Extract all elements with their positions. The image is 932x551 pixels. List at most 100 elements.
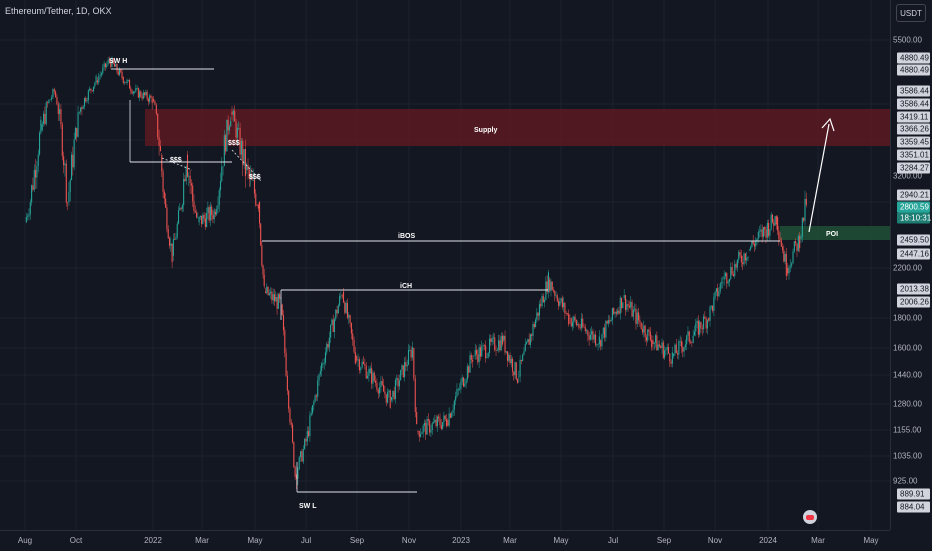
candle-body: [348, 315, 350, 318]
candle-body: [506, 351, 509, 361]
ich-label: iCH: [400, 283, 412, 290]
candle-body: [31, 185, 33, 203]
candle-body: [276, 297, 278, 309]
price-level-label: 3359.45: [897, 136, 930, 148]
candle-body: [313, 401, 315, 406]
candle-body: [518, 376, 520, 378]
candle-body: [317, 380, 319, 397]
price-tick: 2200.00: [893, 263, 922, 273]
candle-body: [582, 318, 584, 327]
candle-body: [39, 132, 41, 155]
candle-body: [677, 353, 679, 355]
candle-body: [223, 135, 225, 167]
candle-body: [291, 424, 294, 443]
candle-body: [664, 350, 666, 358]
candle-body: [104, 63, 107, 68]
candle-body: [261, 245, 263, 266]
candle-body: [380, 381, 382, 388]
candle-body: [323, 362, 325, 364]
candle-body: [131, 91, 133, 94]
candle-body: [102, 67, 104, 74]
liquidity-dash-1: [161, 157, 193, 171]
candle-body: [252, 180, 254, 181]
candle-body: [712, 305, 714, 311]
candle-body: [544, 299, 546, 303]
candle-body: [658, 344, 660, 347]
candle-body: [339, 296, 341, 306]
time-tick: Nov: [401, 536, 417, 545]
currency-button[interactable]: USDT: [896, 4, 926, 22]
candle-body: [571, 322, 574, 327]
candle-body: [297, 469, 299, 479]
candle-body: [236, 128, 238, 138]
candle-body: [750, 246, 752, 250]
candle-body: [174, 239, 176, 240]
candle-body: [660, 346, 662, 348]
candle-body: [632, 309, 634, 317]
candle-body: [130, 88, 132, 92]
candle-body: [679, 341, 681, 342]
candle-body: [89, 88, 91, 91]
candle-body: [423, 422, 426, 426]
price-level-label: 3351.01: [897, 149, 930, 161]
candle-body: [417, 431, 419, 432]
candle-body: [198, 217, 200, 223]
candle-body: [301, 451, 303, 462]
candle-body: [727, 281, 729, 284]
candle-body: [400, 369, 402, 381]
candle-body: [177, 210, 180, 224]
candle-body: [357, 359, 359, 361]
price-chart[interactable]: SW H Supply $$$ $$$ $$$ iBOS iCH SW L PO…: [0, 0, 890, 530]
candle-body: [390, 397, 393, 401]
candle-body: [372, 372, 374, 384]
tradingview-logo-icon[interactable]: [803, 510, 817, 524]
candle-body: [457, 388, 459, 390]
candle-series: [25, 56, 807, 490]
candle-body: [270, 291, 272, 294]
candle-body: [203, 214, 205, 219]
candle-body: [72, 154, 74, 168]
candle-body: [510, 359, 512, 364]
candle-body: [375, 380, 377, 383]
candle-body: [641, 328, 644, 333]
price-level-label: 2940.21: [897, 189, 930, 201]
candle-body: [262, 265, 264, 275]
candle-body: [45, 102, 47, 124]
candle-body: [37, 154, 39, 166]
candle-body: [483, 345, 485, 346]
time-axis[interactable]: [0, 530, 890, 551]
candle-body: [579, 327, 581, 329]
candle-body: [499, 340, 501, 351]
candle-body: [216, 209, 218, 215]
time-tick: Mar: [811, 536, 825, 545]
candle-body: [137, 88, 139, 98]
candle-body: [289, 408, 291, 423]
candle-body: [430, 430, 432, 433]
candle-body: [692, 335, 694, 343]
candle-body: [485, 345, 487, 358]
candle-body: [44, 113, 46, 124]
candle-body: [700, 321, 702, 329]
candle-body: [81, 107, 83, 109]
candle-body: [98, 76, 100, 83]
candle-body: [747, 256, 749, 258]
candle-body: [654, 335, 657, 343]
candle-body: [111, 58, 113, 67]
time-tick: May: [863, 536, 879, 545]
candle-body: [333, 319, 336, 333]
candle-body: [217, 205, 219, 210]
candle-body: [206, 212, 208, 227]
time-tick: Jul: [607, 536, 619, 545]
price-level-label: 3366.26: [897, 123, 930, 135]
poi-label: POI: [826, 231, 838, 238]
candle-body: [314, 395, 316, 402]
candle-body: [515, 362, 517, 380]
price-level-label: 2013.38: [897, 283, 930, 295]
candle-body: [709, 306, 711, 321]
candle-body: [586, 330, 588, 332]
time-tick: 2024: [759, 536, 777, 545]
candle-body: [218, 190, 220, 206]
candle-body: [468, 366, 470, 373]
candle-body: [683, 347, 685, 352]
candle-body: [529, 334, 531, 345]
